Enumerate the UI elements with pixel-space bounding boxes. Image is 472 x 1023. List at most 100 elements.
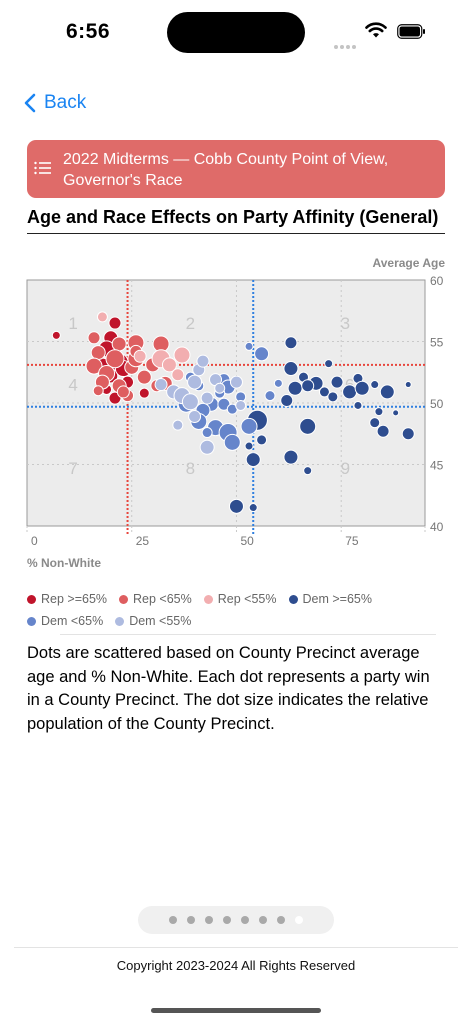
legend-item: Dem <55% xyxy=(115,614,191,628)
scatter-point xyxy=(370,380,380,390)
data-points xyxy=(51,311,415,514)
page-dot[interactable] xyxy=(277,916,285,924)
zone-label: 4 xyxy=(68,376,77,395)
page-dot[interactable] xyxy=(187,916,195,924)
legend-label: Dem <55% xyxy=(129,614,192,628)
scatter-point xyxy=(284,336,298,350)
scatter-point xyxy=(92,385,104,397)
scatter-point xyxy=(171,368,185,382)
scatter-point xyxy=(244,341,254,351)
x-tick-label: 25 xyxy=(136,534,150,548)
legend-swatch xyxy=(27,594,36,604)
scatter-point xyxy=(161,357,177,373)
scatter-point xyxy=(133,349,147,363)
legend-label: Rep <65% xyxy=(133,592,192,606)
scatter-point xyxy=(90,345,106,361)
scatter-point xyxy=(264,390,276,402)
y-tick-label: 60 xyxy=(430,274,444,288)
legend-swatch xyxy=(27,616,36,626)
section-banner[interactable]: 2022 Midterms — Cobb County Point of Vie… xyxy=(27,140,445,198)
banner-title: 2022 Midterms — Cobb County Point of Vie… xyxy=(63,151,389,189)
scatter-point xyxy=(354,380,370,396)
scatter-point xyxy=(228,498,244,514)
scatter-point xyxy=(51,330,61,340)
legend-label: Rep <55% xyxy=(217,592,277,606)
scatter-point xyxy=(254,346,270,362)
battery-icon xyxy=(397,24,425,39)
scatter-point xyxy=(199,439,215,455)
page-dot[interactable] xyxy=(205,916,213,924)
scatter-point xyxy=(200,391,214,405)
scatter-point xyxy=(138,387,150,399)
scatter-point xyxy=(353,400,363,410)
scatter-point xyxy=(244,441,254,451)
zone-label: 9 xyxy=(341,459,350,478)
y-tick-label: 45 xyxy=(430,459,444,473)
page-dot[interactable] xyxy=(169,916,177,924)
scatter-point xyxy=(299,417,317,435)
zone-label: 8 xyxy=(186,459,195,478)
chart-title: Age and Race Effects on Party Affinity (… xyxy=(27,207,445,234)
axis-ticks: 0 25 50 75 40 45 50 55 60 xyxy=(26,274,444,548)
page-dot[interactable] xyxy=(223,916,231,924)
y-tick-label: 55 xyxy=(430,336,444,350)
home-indicator[interactable] xyxy=(151,1008,321,1013)
scatter-point xyxy=(214,382,226,394)
scatter-point xyxy=(173,346,191,364)
back-button[interactable]: Back xyxy=(24,88,86,118)
scatter-point xyxy=(404,381,412,389)
legend-item: Dem <65% xyxy=(27,614,103,628)
legend-swatch xyxy=(119,594,129,604)
scatter-point xyxy=(301,379,315,393)
scatter-point xyxy=(283,449,299,465)
scatter-point xyxy=(108,316,122,330)
x-tick-label: 50 xyxy=(240,534,254,548)
x-axis-label: % Non-White xyxy=(27,556,101,570)
y-tick-label: 50 xyxy=(430,397,444,411)
scatter-point xyxy=(303,466,313,476)
scatter-point xyxy=(401,427,415,441)
dynamic-island xyxy=(167,12,305,53)
scatter-point xyxy=(111,336,127,352)
scatter-point xyxy=(201,427,213,439)
chevron-left-icon xyxy=(24,93,36,113)
legend-item: Rep >=65% xyxy=(27,592,107,606)
copyright-text: Copyright 2023-2024 All Rights Reserved xyxy=(116,958,356,973)
scatter-point xyxy=(188,410,202,424)
scatter-point xyxy=(376,424,390,438)
scatter-point xyxy=(248,503,258,513)
zone-label: 2 xyxy=(186,314,195,333)
list-icon xyxy=(34,161,51,175)
scatter-point xyxy=(374,407,384,417)
scatter-point xyxy=(187,374,203,390)
legend-item: Rep <65% xyxy=(119,592,192,606)
zone-label: 3 xyxy=(341,314,350,333)
page-dot[interactable] xyxy=(259,916,267,924)
scatter-point xyxy=(85,357,103,375)
scatter-point xyxy=(116,385,130,399)
scatter-point xyxy=(105,349,125,369)
scatter-point xyxy=(256,434,268,446)
legend-swatch xyxy=(203,594,213,604)
page-dot[interactable] xyxy=(295,916,303,924)
legend-label: Dem >=65% xyxy=(302,592,372,606)
scatter-point xyxy=(172,419,184,431)
scatter-point xyxy=(87,331,101,345)
page-indicator[interactable] xyxy=(138,906,334,934)
wifi-icon xyxy=(365,22,387,38)
legend-row: Dem <65% Dem <55% xyxy=(27,610,447,632)
scatter-point xyxy=(273,378,283,388)
scatter-point xyxy=(245,452,261,468)
page-dot[interactable] xyxy=(241,916,249,924)
y-tick-label: 40 xyxy=(430,520,444,534)
zone-label: 7 xyxy=(68,459,77,478)
scatter-point xyxy=(240,417,258,435)
y-axis-label: Average Age xyxy=(373,256,446,270)
legend-swatch xyxy=(288,594,298,604)
zone-label: 1 xyxy=(68,314,77,333)
scatter-point xyxy=(283,361,299,377)
scatter-point xyxy=(96,311,108,323)
scatter-point xyxy=(342,384,358,400)
legend-swatch xyxy=(115,616,125,626)
